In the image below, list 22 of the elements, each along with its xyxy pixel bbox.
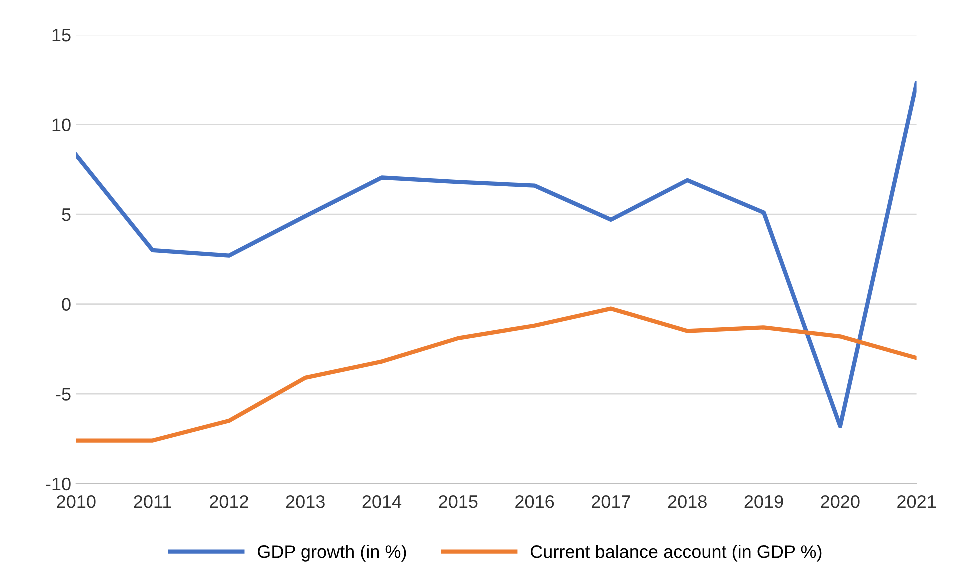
- y-tick-label: 15: [52, 29, 71, 42]
- legend-label: GDP growth (in %): [258, 545, 406, 562]
- x-tick-label: 2013: [286, 495, 325, 508]
- y-tick-label: -10: [46, 478, 71, 491]
- x-tick-label: 2016: [516, 495, 554, 508]
- x-tick-label: 2020: [821, 495, 860, 508]
- x-tick-label: 2011: [134, 495, 172, 508]
- legend-label: Current balance account (in GDP %): [530, 545, 822, 562]
- x-tick-label: 2018: [668, 495, 707, 508]
- x-tick-label: 2019: [744, 495, 784, 508]
- y-tick-label: 5: [62, 208, 71, 222]
- x-tick-label: 2021: [898, 495, 936, 508]
- line-series: [76, 306, 917, 443]
- x-tick-label: 2010: [57, 495, 96, 508]
- y-tick-label: 10: [52, 118, 71, 132]
- y-tick-label: -5: [56, 388, 71, 401]
- x-tick-label: 2012: [210, 495, 248, 508]
- y-tick-label: 0: [62, 298, 71, 312]
- x-tick-label: 2014: [362, 495, 402, 508]
- line-series: [76, 81, 917, 429]
- x-tick-label: 2017: [592, 495, 630, 508]
- x-tick-label: 2015: [439, 495, 478, 508]
